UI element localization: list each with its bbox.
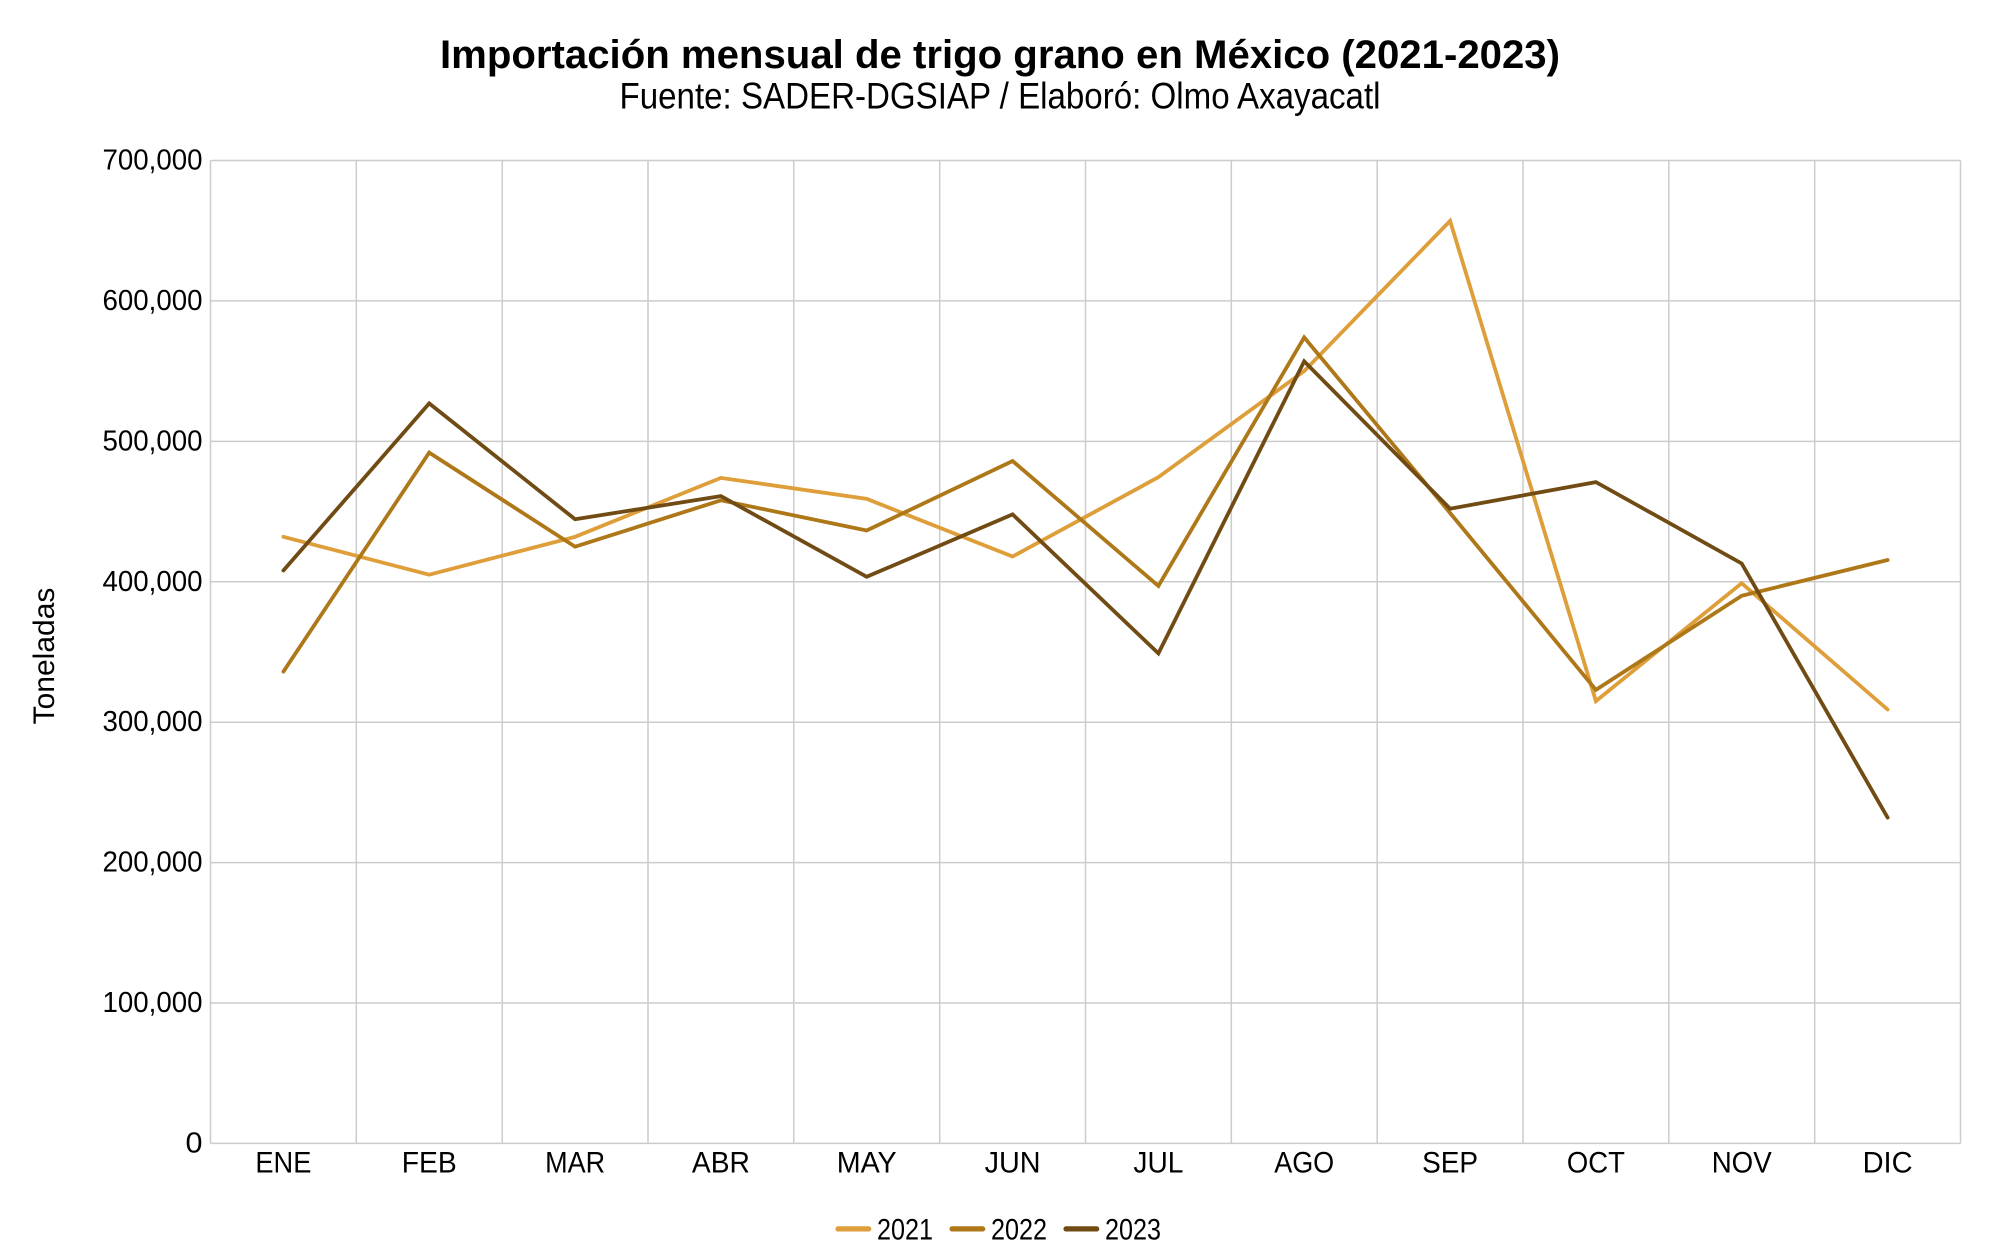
svg-text:2021: 2021 xyxy=(877,1213,933,1246)
svg-text:500,000: 500,000 xyxy=(103,425,203,457)
svg-text:ENE: ENE xyxy=(255,1146,311,1179)
svg-text:SEP: SEP xyxy=(1422,1146,1478,1179)
svg-text:JUN: JUN xyxy=(985,1146,1041,1179)
svg-text:MAR: MAR xyxy=(545,1146,605,1179)
svg-text:FEB: FEB xyxy=(402,1146,457,1179)
svg-text:200,000: 200,000 xyxy=(103,847,203,879)
svg-text:2023: 2023 xyxy=(1105,1213,1161,1246)
svg-text:AGO: AGO xyxy=(1274,1146,1334,1179)
svg-text:DIC: DIC xyxy=(1863,1146,1913,1179)
svg-text:Fuente: SADER-DGSIAP / Elaboró: Fuente: SADER-DGSIAP / Elaboró: Olmo Axa… xyxy=(620,76,1381,117)
svg-text:2022: 2022 xyxy=(991,1213,1047,1246)
svg-text:Importación mensual de trigo g: Importación mensual de trigo grano en Mé… xyxy=(440,33,1560,77)
svg-text:JUL: JUL xyxy=(1133,1146,1183,1179)
svg-text:MAY: MAY xyxy=(837,1146,897,1179)
svg-text:100,000: 100,000 xyxy=(103,987,203,1019)
svg-text:700,000: 700,000 xyxy=(103,145,203,177)
svg-text:600,000: 600,000 xyxy=(103,285,203,317)
svg-text:300,000: 300,000 xyxy=(103,706,203,738)
svg-text:Toneladas: Toneladas xyxy=(28,588,61,725)
svg-text:0: 0 xyxy=(186,1127,203,1159)
svg-text:ABR: ABR xyxy=(692,1146,750,1179)
svg-text:OCT: OCT xyxy=(1567,1146,1625,1179)
svg-text:400,000: 400,000 xyxy=(103,566,203,598)
svg-text:NOV: NOV xyxy=(1712,1146,1772,1179)
